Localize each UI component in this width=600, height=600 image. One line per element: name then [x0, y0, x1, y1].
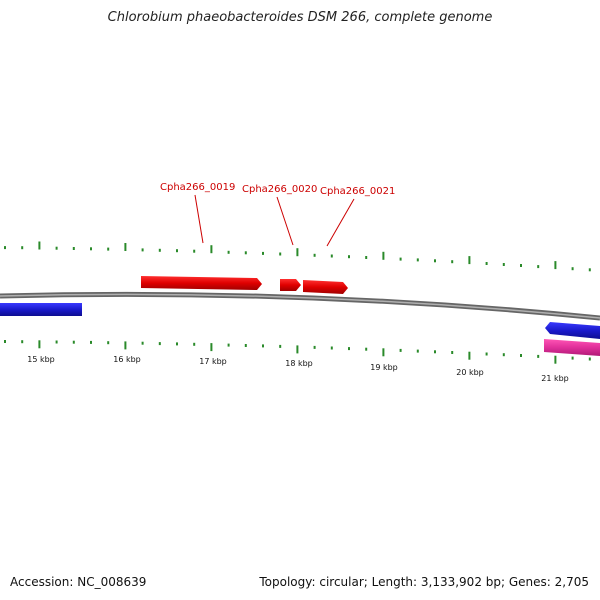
gene-feature-cpha266-0021[interactable]: [303, 280, 348, 294]
gene-feature-pink-right[interactable]: [544, 339, 600, 356]
scale-label-18kbp: 18 kbp: [285, 359, 313, 368]
gene-feature-blue-right[interactable]: [545, 322, 600, 339]
gene-leader-0019: [194, 194, 204, 244]
upper-tick-row: [4, 241, 591, 272]
gene-leader-0020: [276, 196, 294, 246]
gene-feature-blue-left[interactable]: [0, 303, 82, 316]
genome-summary-text: Topology: circular; Length: 3,133,902 bp…: [259, 575, 589, 589]
gene-label-0019[interactable]: Cpha266_0019: [160, 182, 235, 193]
gene-feature-cpha266-0020[interactable]: [280, 279, 301, 291]
accession-text: Accession: NC_008639: [10, 575, 147, 589]
genome-backbone-highlight: [0, 293, 600, 319]
scale-label-19kbp: 19 kbp: [370, 363, 398, 372]
gene-leader-0021: [326, 198, 355, 247]
scale-label-20kbp: 20 kbp: [456, 368, 484, 377]
gene-label-0021[interactable]: Cpha266_0021: [320, 186, 395, 197]
gene-feature-cpha266-0019[interactable]: [141, 276, 262, 290]
scale-label-21kbp: 21 kbp: [541, 374, 569, 383]
scale-label-16kbp: 16 kbp: [113, 355, 141, 364]
scale-label-17kbp: 17 kbp: [199, 357, 227, 366]
genome-title: Chlorobium phaeobacteroides DSM 266, com…: [107, 10, 493, 25]
scale-label-15kbp: 15 kbp: [27, 355, 55, 364]
lower-tick-row: [4, 340, 591, 364]
gene-label-0020[interactable]: Cpha266_0020: [242, 184, 317, 195]
